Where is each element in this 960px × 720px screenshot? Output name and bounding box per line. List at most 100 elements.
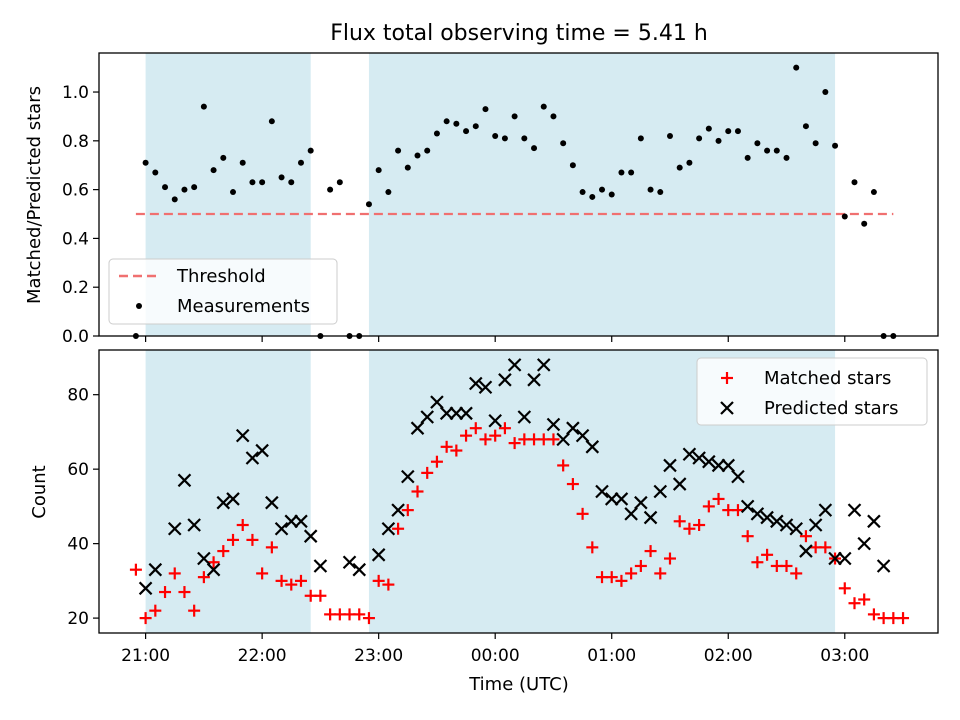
matched-star-point: [654, 567, 667, 580]
matched-star-point: [634, 559, 647, 572]
matched-star-point: [819, 541, 832, 554]
top-legend-box: [108, 258, 338, 325]
predicted-star-point: [731, 469, 745, 484]
predicted-star-point: [770, 514, 784, 529]
matched-star-point: [314, 589, 327, 602]
bottom-ytick-label: 60: [67, 460, 89, 480]
measurement-point: [764, 147, 771, 154]
bottom-yticks: 20 40 60 80: [67, 386, 99, 629]
predicted-star-point: [575, 428, 590, 443]
matched-star-point: [489, 429, 502, 442]
matched-star-point: [362, 612, 375, 625]
predicted-star-point: [779, 518, 794, 532]
measurement-point: [492, 132, 499, 139]
predicted-star-point: [721, 458, 736, 473]
measurement-point: [754, 140, 761, 147]
measurement-point: [832, 142, 839, 149]
predicted-star-point: [284, 514, 299, 529]
top-ytick-label: 0.6: [62, 181, 89, 201]
bottom-axes-frame: [98, 349, 939, 634]
bottom-ytick-label: 20: [67, 609, 89, 629]
bottom-xticks: 21:00 22:00 23:00 00:00 01:00 02:00 03:00: [121, 633, 869, 666]
matched-star-point: [663, 552, 676, 565]
top-ytick-label: 1.0: [62, 83, 89, 103]
top-axes-frame: [98, 52, 939, 337]
predicted-star-point: [808, 518, 823, 532]
top-yticks: 0.0 0.2 0.4 0.6 0.8 1.0: [62, 83, 99, 347]
measurement-point: [249, 179, 256, 186]
measurement-point: [501, 135, 508, 142]
predicted-star-point: [255, 443, 269, 458]
measurement-point: [278, 174, 285, 181]
measurement-point: [851, 179, 858, 186]
predicted-star-point: [342, 555, 357, 570]
measurement-point: [569, 162, 576, 169]
predicted-star-point: [468, 376, 483, 391]
matched-star-point: [576, 507, 589, 520]
predicted-star-point: [459, 406, 473, 421]
matched-star-point: [207, 556, 220, 569]
measurement-point: [307, 147, 314, 154]
measurement-point: [550, 113, 557, 120]
matched-star-point: [566, 478, 579, 491]
predicted-star-point: [643, 510, 658, 525]
measurement-point: [210, 167, 217, 174]
matched-star-point: [275, 574, 288, 587]
measurement-point: [200, 103, 207, 110]
measurement-point: [705, 125, 712, 132]
measurement-point: [734, 128, 741, 135]
measurement-point: [599, 186, 606, 193]
measurement-point: [657, 189, 664, 196]
predicted-star-point: [624, 507, 638, 521]
bottom-ytick-label: 40: [67, 535, 89, 555]
top-legend: Threshold Measurements: [108, 258, 338, 325]
measurement-point: [822, 89, 829, 96]
predicted-star-point: [498, 373, 512, 387]
predicted-star-point: [566, 421, 580, 435]
predicted-star-point: [556, 432, 570, 447]
measurement-point: [297, 159, 304, 166]
matched-star-point: [712, 492, 725, 505]
measurement-point: [560, 140, 567, 147]
predicted-star-point: [847, 503, 862, 517]
predicted-star-point: [216, 495, 231, 510]
predicted-star-point: [692, 451, 706, 465]
measurement-point: [725, 128, 732, 135]
matched-star-point: [848, 597, 861, 610]
threshold-legend-label: Threshold: [176, 266, 266, 287]
matched-star-point: [392, 522, 405, 535]
measurement-point: [744, 154, 751, 161]
measurement-point: [841, 213, 848, 220]
measurement-point: [327, 186, 334, 193]
predicted-star-point: [711, 458, 726, 473]
predicted-legend-swatch: [720, 401, 734, 415]
predicted-legend-label: Predicted stars: [764, 398, 898, 419]
measurement-point: [152, 169, 159, 176]
bottom-ytick-label: 80: [67, 386, 89, 406]
matched-star-point: [256, 567, 269, 580]
matched-star-point: [693, 519, 706, 532]
predicted-star-point: [672, 477, 687, 491]
top-ytick-label: 0.4: [62, 229, 89, 249]
measurement-point: [268, 118, 275, 125]
measurement-point: [472, 123, 479, 130]
matched-star-point: [761, 548, 774, 561]
matched-star-point: [780, 559, 793, 572]
matched-star-point: [673, 515, 686, 528]
measurement-point: [463, 128, 470, 135]
bottom-xtick-label: 21:00: [121, 646, 170, 666]
bottom-panel: 20 40 60 80 21:00 22:00 23:00 00:00 01:00 02:00 0…: [29, 349, 939, 695]
predicted-star-point: [449, 406, 464, 421]
measurement-point: [531, 145, 538, 152]
measurement-point: [521, 135, 528, 142]
matched-star-point: [411, 485, 424, 498]
predicted-star-point: [371, 548, 386, 562]
matched-star-point: [372, 574, 385, 587]
measurement-point: [637, 135, 644, 142]
matched-star-point: [197, 571, 210, 584]
measurement-point: [686, 159, 693, 166]
predicted-star-point: [799, 544, 813, 558]
predicted-star-point: [702, 454, 716, 469]
top-panel: 0.0 0.2 0.4 0.6 0.8 1.0 Matched/Predicted sta…: [24, 52, 939, 347]
matched-legend-label: Matched stars: [764, 368, 891, 389]
